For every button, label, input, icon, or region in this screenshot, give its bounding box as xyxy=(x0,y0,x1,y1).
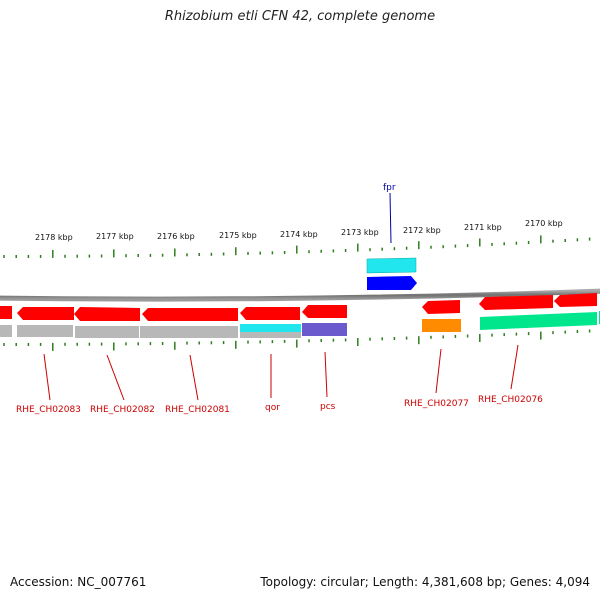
scale-label: 2170 kbp xyxy=(525,219,563,228)
scale-label: 2176 kbp xyxy=(157,232,195,241)
scale-label: 2174 kbp xyxy=(280,230,318,239)
scale-labels: 2178 kbp 2177 kbp 2176 kbp 2175 kbp 2174… xyxy=(35,219,563,242)
feature-orange-rhe-ch02077[interactable] xyxy=(422,319,461,332)
scale-label: 2173 kbp xyxy=(341,228,379,237)
gene-label-rhe-ch02081[interactable]: RHE_CH02081 xyxy=(165,405,230,415)
gene-partial-left[interactable] xyxy=(0,306,12,319)
feature-gray-left[interactable] xyxy=(0,325,12,337)
gene-label-qor[interactable]: qor xyxy=(265,403,280,413)
scale-label: 2177 kbp xyxy=(96,232,134,241)
gene-partial-right[interactable] xyxy=(554,293,597,307)
gene-label-rhe-ch02082[interactable]: RHE_CH02082 xyxy=(90,405,155,415)
gene-label-rhe-ch02083[interactable]: RHE_CH02083 xyxy=(16,405,81,415)
leader-rhe-ch02081 xyxy=(189,354,199,401)
scale-label: 2175 kbp xyxy=(219,231,257,240)
feature-green-rhe-ch02076[interactable] xyxy=(480,312,597,330)
gene-labels: RHE_CH02083 RHE_CH02082 RHE_CH02081 qor … xyxy=(16,183,543,415)
gene-fpr-cyan[interactable] xyxy=(366,257,417,274)
feature-cyan-qor[interactable] xyxy=(240,324,301,332)
gene-rhe-ch02076[interactable] xyxy=(479,295,553,310)
genome-title: Rhizobium etli CFN 42, complete genome xyxy=(164,9,436,24)
gene-label-rhe-ch02076[interactable]: RHE_CH02076 xyxy=(478,395,543,405)
gene-fpr[interactable] xyxy=(367,276,417,290)
gene-label-rhe-ch02077[interactable]: RHE_CH02077 xyxy=(404,399,469,409)
scale-ticks-bottom xyxy=(3,329,591,351)
gene-qor[interactable] xyxy=(240,307,300,320)
feature-purple-pcs[interactable] xyxy=(302,323,347,336)
label-leaders xyxy=(43,192,519,401)
leader-rhe-ch02076 xyxy=(510,344,519,390)
leader-rhe-ch02082 xyxy=(106,354,125,401)
accession-text: Accession: NC_007761 xyxy=(10,575,147,589)
gene-rhe-ch02077[interactable] xyxy=(422,300,460,314)
feature-gray-rhe-ch02082[interactable] xyxy=(75,326,139,338)
scale-ticks-top xyxy=(3,235,591,258)
gene-rhe-ch02081[interactable] xyxy=(142,308,238,321)
topology-text: Topology: circular; Length: 4,381,608 bp… xyxy=(260,575,590,589)
reverse-strand-features xyxy=(0,311,600,338)
leader-rhe-ch02083 xyxy=(43,353,51,401)
gene-label-pcs[interactable]: pcs xyxy=(320,402,336,412)
feature-gray-rhe-ch02081[interactable] xyxy=(140,326,238,338)
leader-pcs xyxy=(324,351,328,398)
leader-fpr xyxy=(389,192,392,244)
reverse-strand-genes xyxy=(0,293,597,321)
gene-pcs[interactable] xyxy=(302,305,347,318)
scale-label: 2172 kbp xyxy=(403,226,441,235)
feature-gray-rhe-ch02083[interactable] xyxy=(17,325,73,337)
gene-rhe-ch02082[interactable] xyxy=(74,307,140,321)
gene-label-fpr[interactable]: fpr xyxy=(383,183,396,193)
genome-backbone xyxy=(0,288,600,302)
leader-rhe-ch02077 xyxy=(435,348,442,394)
forward-strand-genes xyxy=(366,257,417,290)
feature-gray-qor[interactable] xyxy=(240,332,301,338)
scale-label: 2178 kbp xyxy=(35,233,73,242)
scale-label: 2171 kbp xyxy=(464,223,502,232)
gene-rhe-ch02083[interactable] xyxy=(17,307,74,320)
